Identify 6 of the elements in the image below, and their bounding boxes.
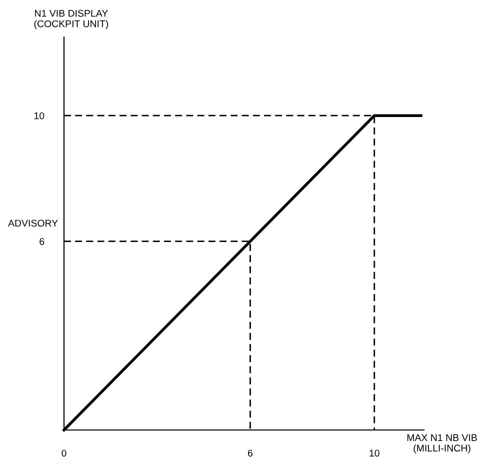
x-tick-label: 10: [370, 450, 380, 457]
text: ADVISORY: [8, 220, 58, 227]
x-tick-label: 0: [62, 450, 66, 457]
x-axis-title: MAX N1 NB VIB (MILLI-INCH): [407, 434, 477, 454]
x-tick-label: 6: [248, 450, 252, 457]
y-axis-title: N1 VIB DISPLAY (COCKPIT UNIT): [34, 10, 108, 30]
